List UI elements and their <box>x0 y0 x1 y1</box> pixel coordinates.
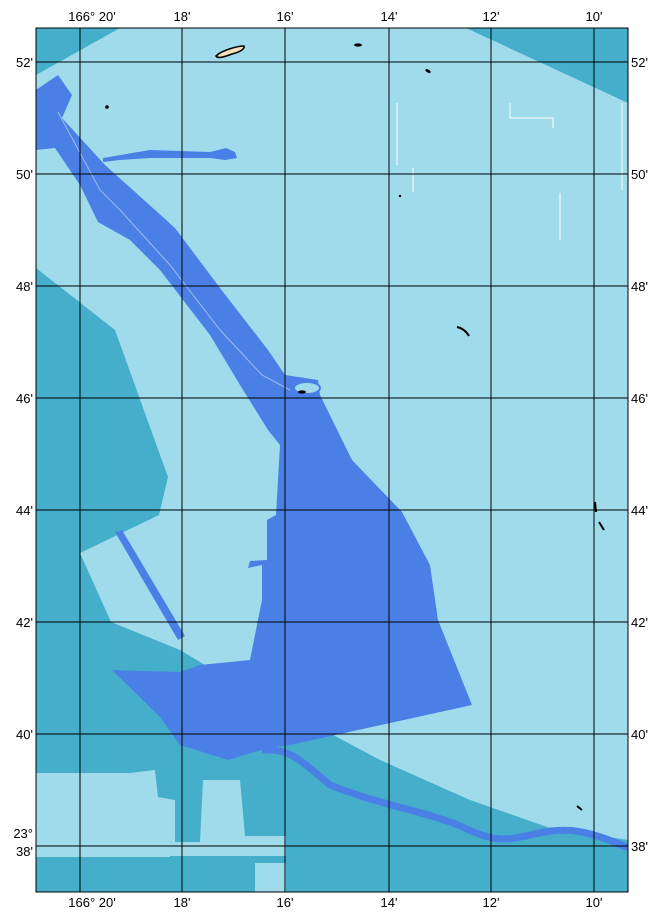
mid-water-top-left <box>36 28 120 75</box>
right-label: 38' <box>631 839 648 854</box>
rock-3 <box>105 105 109 109</box>
right-axis-labels: 52' 50' 48' 46' 44' 42' 40' 38' <box>631 55 648 854</box>
top-axis-labels: 166° 20' 18' 16' 14' 12' 10' <box>68 9 602 24</box>
right-label: 42' <box>631 615 648 630</box>
bottom-axis-labels: 166° 20' 18' 16' 14' 12' 10' <box>68 895 602 910</box>
rock-4 <box>398 194 402 198</box>
right-label: 44' <box>631 503 648 518</box>
bottom-label: 16' <box>277 895 294 910</box>
bottom-label: 14' <box>381 895 398 910</box>
rock-5 <box>456 326 470 337</box>
right-label: 50' <box>631 167 648 182</box>
deep-channel <box>36 75 472 760</box>
right-label: 46' <box>631 391 648 406</box>
bottom-label: 166° 20' <box>68 895 115 910</box>
bottom-label: 18' <box>174 895 191 910</box>
left-label-min: 38' <box>16 844 33 859</box>
left-label: 42' <box>16 615 33 630</box>
left-label: 46' <box>16 391 33 406</box>
shallow-inset-strip <box>170 856 286 863</box>
top-label: 10' <box>586 9 603 24</box>
top-label: 18' <box>174 9 191 24</box>
rock-9 <box>576 805 583 811</box>
left-label: 52' <box>16 55 33 70</box>
right-label: 48' <box>631 279 648 294</box>
top-label: 14' <box>381 9 398 24</box>
left-label: 40' <box>16 727 33 742</box>
rock-6 <box>298 390 306 394</box>
grid <box>36 28 628 892</box>
rock-1 <box>354 43 362 47</box>
rock-8 <box>598 521 605 531</box>
white-marker-3 <box>509 103 554 128</box>
mid-water-top-right <box>466 28 628 103</box>
deep-finger <box>103 148 237 162</box>
left-label: 44' <box>16 503 33 518</box>
top-label: 12' <box>483 9 500 24</box>
left-label-deg: 23° <box>13 826 33 841</box>
rock-2 <box>425 69 431 73</box>
left-label: 48' <box>16 279 33 294</box>
top-label: 16' <box>277 9 294 24</box>
right-label: 52' <box>631 55 648 70</box>
bottom-label: 12' <box>483 895 500 910</box>
bottom-label: 10' <box>586 895 603 910</box>
island-channel <box>293 381 321 395</box>
map-area <box>36 28 628 892</box>
deep-strip <box>115 530 185 640</box>
left-axis-labels: 52' 50' 48' 46' 44' 42' 40' 23° 38' <box>13 55 33 859</box>
map-frame <box>35 27 629 893</box>
island-large <box>214 45 245 59</box>
top-label: 166° 20' <box>68 9 115 24</box>
channel-centerline <box>57 111 291 391</box>
river-channel <box>261 746 628 852</box>
left-label: 50' <box>16 167 33 182</box>
right-label: 40' <box>631 727 648 742</box>
